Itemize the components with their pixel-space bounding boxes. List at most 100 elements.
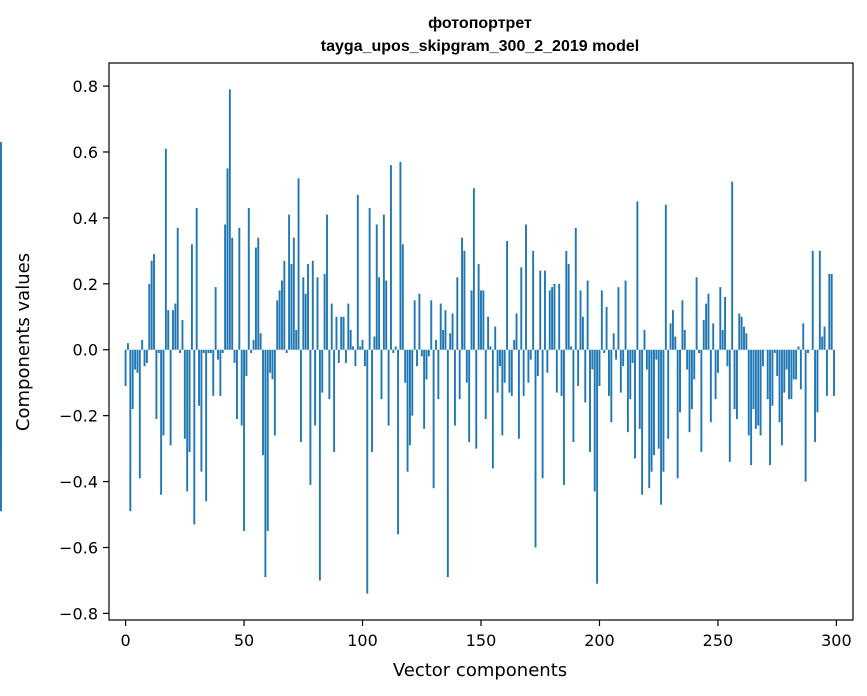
bar: [224, 224, 227, 350]
bar: [769, 349, 772, 466]
bar: [401, 244, 404, 350]
bar: [124, 349, 127, 386]
bar: [299, 349, 302, 443]
bar: [378, 277, 381, 350]
x-axis-label: Vector components: [393, 660, 567, 681]
bar: [671, 310, 674, 350]
bar: [726, 349, 729, 367]
bar: [712, 323, 715, 350]
bar: [641, 349, 644, 495]
bar: [591, 349, 594, 370]
bar: [480, 290, 482, 350]
bar: [0, 158, 2, 350]
bar: [217, 349, 219, 360]
bar: [427, 349, 430, 357]
bar: [404, 349, 407, 383]
bar: [344, 349, 347, 363]
bar: [503, 349, 506, 383]
bar: [477, 264, 480, 350]
bar: [247, 208, 250, 350]
bar: [145, 349, 148, 363]
bar: [413, 300, 416, 350]
y-tick-label: 0.2: [73, 275, 98, 294]
bar: [205, 349, 208, 502]
bar: [802, 323, 805, 350]
bar: [0, 349, 2, 512]
bar: [489, 346, 492, 350]
x-axis-ticks: 0 50 100 150 200 250 300: [120, 620, 852, 650]
bar: [311, 260, 314, 350]
bar: [425, 349, 428, 380]
bar: [752, 349, 755, 410]
bar: [408, 349, 411, 446]
bar: [240, 349, 243, 426]
bar: [349, 329, 352, 350]
bar: [731, 181, 734, 350]
bar: [245, 349, 248, 377]
bar: [581, 316, 584, 350]
bar: [738, 313, 741, 350]
bar: [375, 224, 378, 350]
bar: [544, 270, 546, 350]
bar: [238, 227, 241, 350]
bar: [202, 349, 205, 354]
bar: [603, 349, 606, 354]
bar: [754, 349, 757, 429]
bar: [783, 349, 786, 393]
bar: [828, 273, 831, 350]
bar: [795, 349, 798, 380]
bar: [785, 349, 788, 370]
bar: [700, 349, 703, 452]
bar: [558, 283, 561, 350]
bar: [674, 336, 677, 350]
y-tick-label: −0.6: [59, 538, 98, 557]
bar: [733, 349, 736, 410]
bar: [690, 349, 693, 410]
bar: [766, 349, 769, 400]
bar: [636, 201, 639, 350]
bar: [823, 326, 826, 350]
bar: [833, 349, 835, 396]
bar: [664, 204, 667, 350]
bar: [626, 349, 629, 433]
bar: [747, 349, 750, 436]
bar: [499, 349, 501, 367]
bar: [394, 346, 397, 350]
bar: [297, 178, 300, 350]
y-tick-label: −0.8: [59, 604, 98, 623]
bar: [179, 349, 182, 354]
bar: [363, 349, 366, 367]
x-tick-label: 150: [466, 631, 497, 650]
bar: [138, 349, 141, 479]
y-tick-label: 0.0: [73, 341, 98, 360]
bar: [653, 349, 655, 456]
bar: [468, 349, 471, 443]
bar: [797, 346, 800, 350]
bar: [326, 214, 328, 350]
bar: [371, 349, 373, 452]
bar: [453, 349, 456, 426]
bar: [705, 303, 708, 350]
bar: [321, 349, 324, 393]
bar: [792, 349, 795, 380]
bar: [200, 349, 203, 472]
bar: [541, 349, 544, 479]
bar: [698, 349, 700, 354]
bar: [593, 349, 596, 492]
bar: [735, 349, 738, 419]
bar: [513, 339, 516, 350]
bar: [560, 349, 563, 396]
bar: [584, 349, 587, 403]
bar: [435, 339, 437, 350]
bar: [266, 349, 269, 532]
bar: [555, 349, 558, 393]
bar: [366, 349, 369, 594]
bar: [821, 336, 824, 350]
bar: [449, 333, 452, 350]
y-tick-label: −0.4: [59, 473, 98, 492]
bar: [423, 349, 426, 429]
bar: [382, 214, 385, 350]
bar: [432, 349, 435, 489]
bar: [688, 349, 691, 433]
